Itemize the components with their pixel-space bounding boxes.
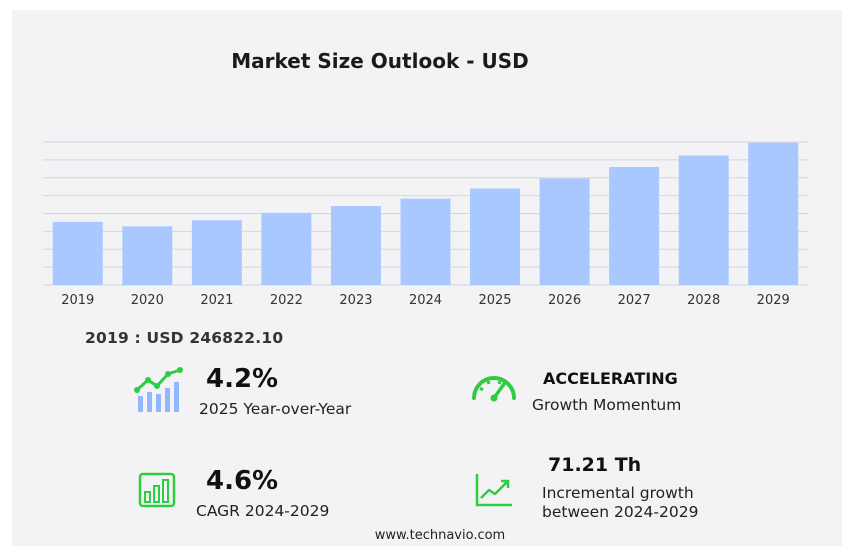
yoy-label: 2025 Year-over-Year <box>199 400 352 418</box>
kpi-incremental: 71.21 Th <box>548 456 641 475</box>
x-tick-label: 2027 <box>618 293 651 308</box>
momentum-label: Growth Momentum <box>532 396 682 414</box>
x-tick-label: 2028 <box>687 293 720 308</box>
line-growth-icon <box>475 474 512 507</box>
cagr-value: 4.6% <box>206 466 279 496</box>
incremental-label-line2: between 2024-2029 <box>542 503 699 522</box>
momentum-title: ACCELERATING <box>543 369 678 388</box>
kpi-yoy: 4.2% <box>206 366 278 392</box>
kpi-cagr: 4.6% <box>206 468 278 494</box>
kpi-momentum-label-wrap: Growth Momentum <box>532 396 681 415</box>
bar-2022 <box>261 212 312 285</box>
bar-2027 <box>609 166 660 285</box>
x-tick-label: 2022 <box>270 293 303 308</box>
x-tick-label: 2023 <box>339 293 372 308</box>
bar-2028 <box>678 155 729 285</box>
speedometer-icon <box>472 376 516 402</box>
bar-chart-icon <box>138 472 176 508</box>
incremental-label-line1: Incremental growth <box>542 484 694 502</box>
kpi-yoy-label-wrap: 2025 Year-over-Year <box>199 400 351 419</box>
bar-2029 <box>748 142 799 285</box>
chart-title: Market Size Outlook - USD <box>231 49 529 73</box>
cagr-label: CAGR 2024-2029 <box>196 502 330 520</box>
x-tick-label: 2019 <box>61 293 94 308</box>
bar-2025 <box>470 188 521 285</box>
bar-2023 <box>330 206 381 285</box>
x-tick-label: 2024 <box>409 293 442 308</box>
bar-2020 <box>122 226 173 285</box>
kpi-momentum: ACCELERATING <box>543 371 678 387</box>
x-tick-label: 2029 <box>757 293 790 308</box>
bar-2021 <box>191 220 242 285</box>
bar-2026 <box>539 178 590 285</box>
bar-chart: 2019 2020 2021 2022 2023 2024 2025 2026 2027 2028… <box>43 141 808 308</box>
x-tick-label: 2020 <box>131 293 164 308</box>
x-tick-label: 2025 <box>478 293 511 308</box>
bar-2019 <box>52 221 103 285</box>
kpi-incremental-label-wrap: Incremental growth between 2024-2029 <box>542 484 698 523</box>
base-year-value: 2019 : USD 246822.10 <box>85 329 284 347</box>
footer-url: www.technavio.com <box>374 528 506 543</box>
yoy-value: 4.2% <box>206 364 279 394</box>
x-tick-label: 2021 <box>200 293 233 308</box>
bar-2024 <box>400 198 451 285</box>
trend-bars-icon <box>134 367 183 412</box>
kpi-cagr-label-wrap: CAGR 2024-2029 <box>196 502 329 521</box>
x-tick-label: 2026 <box>548 293 581 308</box>
incremental-value: 71.21 Th <box>548 454 642 476</box>
